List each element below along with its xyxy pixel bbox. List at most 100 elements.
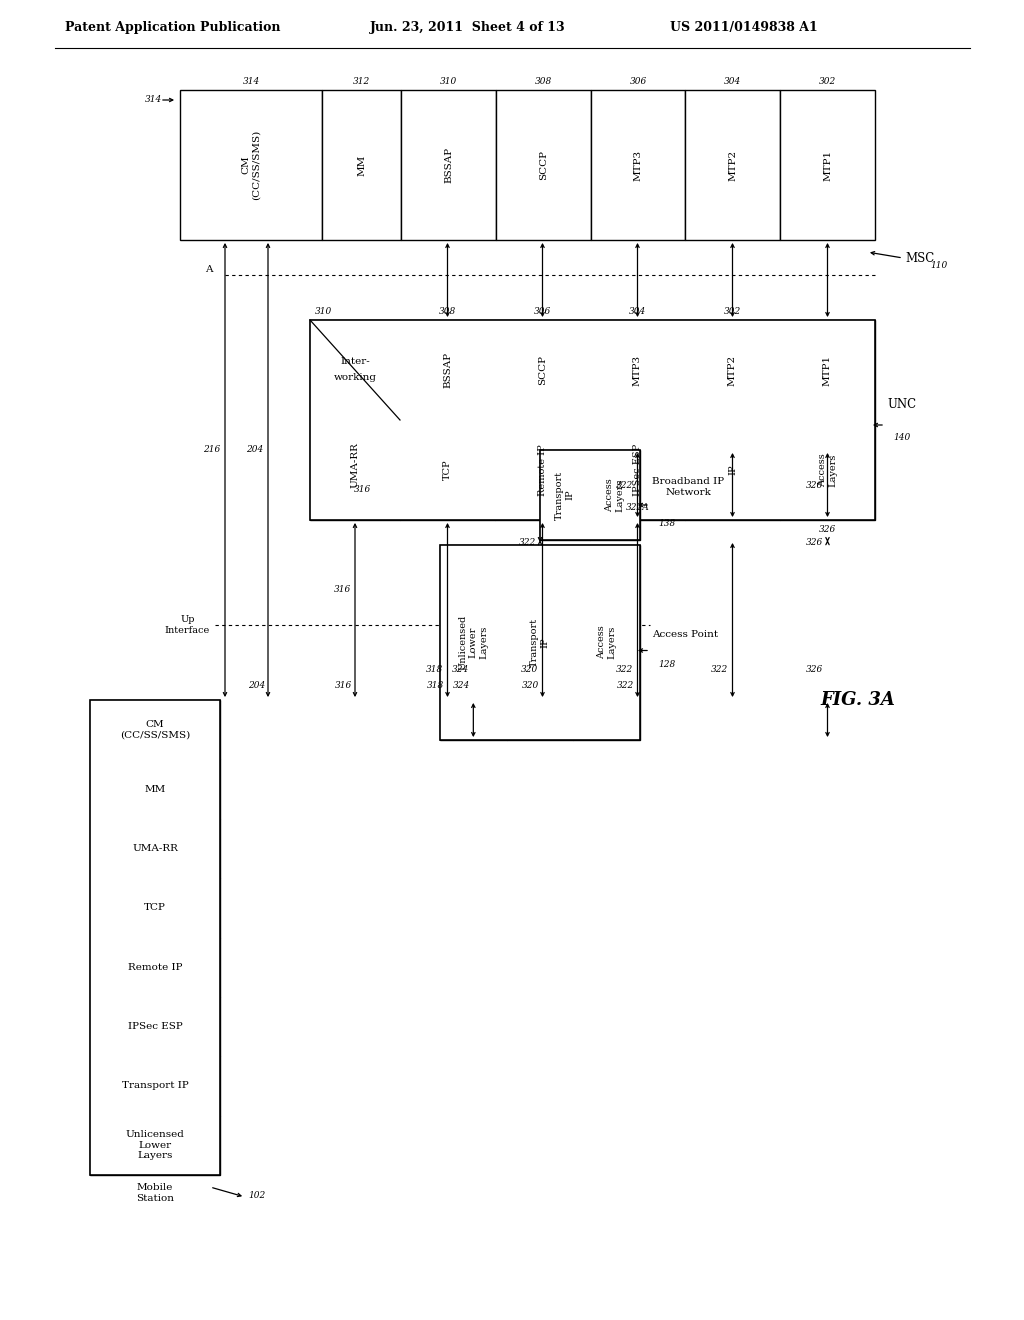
Text: Inter-: Inter- <box>340 358 370 367</box>
Bar <box>323 90 401 240</box>
Bar <box>507 545 573 741</box>
Text: SCCP: SCCP <box>538 355 547 385</box>
Text: 322A: 322A <box>626 503 649 512</box>
Text: 140: 140 <box>893 433 910 442</box>
Bar <box>400 319 495 420</box>
Text: Access
Layers: Access Layers <box>818 453 838 487</box>
Text: IPSec ESP: IPSec ESP <box>128 1022 182 1031</box>
Text: MTP3: MTP3 <box>634 149 643 181</box>
Text: 322: 322 <box>617 681 635 689</box>
Bar <box>685 90 780 240</box>
Text: 318: 318 <box>427 681 444 689</box>
Text: IPSec ESP: IPSec ESP <box>633 444 642 496</box>
Text: 304: 304 <box>724 78 741 87</box>
Text: 322: 322 <box>616 480 634 490</box>
Text: US 2011/0149838 A1: US 2011/0149838 A1 <box>670 21 818 33</box>
Bar <box>401 90 496 240</box>
Text: 306: 306 <box>630 78 647 87</box>
Text: Access
Layers: Access Layers <box>597 626 616 660</box>
Text: UNC: UNC <box>887 399 916 412</box>
Bar <box>310 319 874 520</box>
Bar <box>590 420 685 520</box>
Bar <box>780 319 874 420</box>
Text: Remote IP: Remote IP <box>128 962 182 972</box>
Text: Mobile
Station: Mobile Station <box>136 1183 174 1203</box>
Bar <box>90 1115 220 1175</box>
Text: Jun. 23, 2011  Sheet 4 of 13: Jun. 23, 2011 Sheet 4 of 13 <box>370 21 565 33</box>
Text: 302: 302 <box>819 78 837 87</box>
Text: 326: 326 <box>806 665 823 675</box>
Bar <box>685 319 780 420</box>
Text: 320: 320 <box>522 681 540 689</box>
Text: SCCP: SCCP <box>539 150 548 180</box>
Text: 304: 304 <box>629 308 646 317</box>
Text: 326: 326 <box>806 539 823 546</box>
Text: 204: 204 <box>248 681 265 689</box>
Text: 204: 204 <box>246 446 263 454</box>
Text: Access Point: Access Point <box>652 630 718 639</box>
Text: 310: 310 <box>440 78 457 87</box>
Text: 316: 316 <box>335 681 352 689</box>
Text: 320: 320 <box>521 665 539 675</box>
Bar <box>780 90 874 240</box>
Text: 322: 322 <box>616 665 634 675</box>
Text: Unlicensed
Lower
Layers: Unlicensed Lower Layers <box>459 615 488 671</box>
Text: 102: 102 <box>248 1191 265 1200</box>
Bar <box>310 420 400 520</box>
Text: 310: 310 <box>315 308 332 317</box>
Bar <box>90 818 220 878</box>
Bar <box>495 420 590 520</box>
Bar <box>496 90 591 240</box>
Text: MTP1: MTP1 <box>823 149 833 181</box>
Text: Patent Application Publication: Patent Application Publication <box>65 21 281 33</box>
Text: Unlicensed
Lower
Layers: Unlicensed Lower Layers <box>126 1130 184 1160</box>
Text: Access
Layers: Access Layers <box>605 478 625 512</box>
Text: 138: 138 <box>658 519 675 528</box>
Text: 314: 314 <box>144 95 162 104</box>
Bar <box>573 545 640 741</box>
Text: Transport IP: Transport IP <box>122 1081 188 1090</box>
Text: CM
(CC/SS/SMS): CM (CC/SS/SMS) <box>242 129 261 201</box>
Text: Transport
IP: Transport IP <box>530 618 550 667</box>
Text: Up
Interface: Up Interface <box>165 615 210 635</box>
Text: TCP: TCP <box>443 459 452 480</box>
Text: Broadband IP
Network: Broadband IP Network <box>652 478 724 496</box>
Text: TCP: TCP <box>144 903 166 912</box>
Bar <box>590 450 640 540</box>
Text: 306: 306 <box>534 308 551 317</box>
Text: MTP2: MTP2 <box>728 149 737 181</box>
Text: UMA-RR: UMA-RR <box>132 843 178 853</box>
Bar <box>310 319 400 420</box>
Bar <box>495 319 590 420</box>
Text: Remote IP: Remote IP <box>538 444 547 496</box>
Text: 312: 312 <box>353 78 371 87</box>
Text: CM
(CC/SS/SMS): CM (CC/SS/SMS) <box>120 719 190 739</box>
Bar <box>540 450 640 540</box>
Bar <box>90 759 220 818</box>
Text: working: working <box>334 374 377 383</box>
Text: 324: 324 <box>452 665 469 675</box>
Text: 308: 308 <box>535 78 552 87</box>
Bar <box>90 700 220 759</box>
Text: 324: 324 <box>453 681 470 689</box>
Text: IP: IP <box>728 465 737 475</box>
Text: 110: 110 <box>930 260 947 269</box>
Bar <box>90 997 220 1056</box>
Text: MTP2: MTP2 <box>728 355 737 385</box>
Text: 322: 322 <box>712 665 728 675</box>
Text: MTP1: MTP1 <box>823 355 831 385</box>
Text: 302: 302 <box>724 308 741 317</box>
Bar <box>590 319 685 420</box>
Text: 314: 314 <box>243 78 260 87</box>
Bar <box>180 90 323 240</box>
Text: 326: 326 <box>819 525 837 535</box>
Text: MM: MM <box>144 784 166 793</box>
Text: UMA-RR: UMA-RR <box>350 442 359 488</box>
Text: 326: 326 <box>806 480 823 490</box>
Bar <box>440 545 507 741</box>
Bar <box>440 545 640 741</box>
Bar <box>90 937 220 997</box>
Bar <box>540 450 590 540</box>
Bar <box>90 700 220 1175</box>
Bar <box>400 420 495 520</box>
